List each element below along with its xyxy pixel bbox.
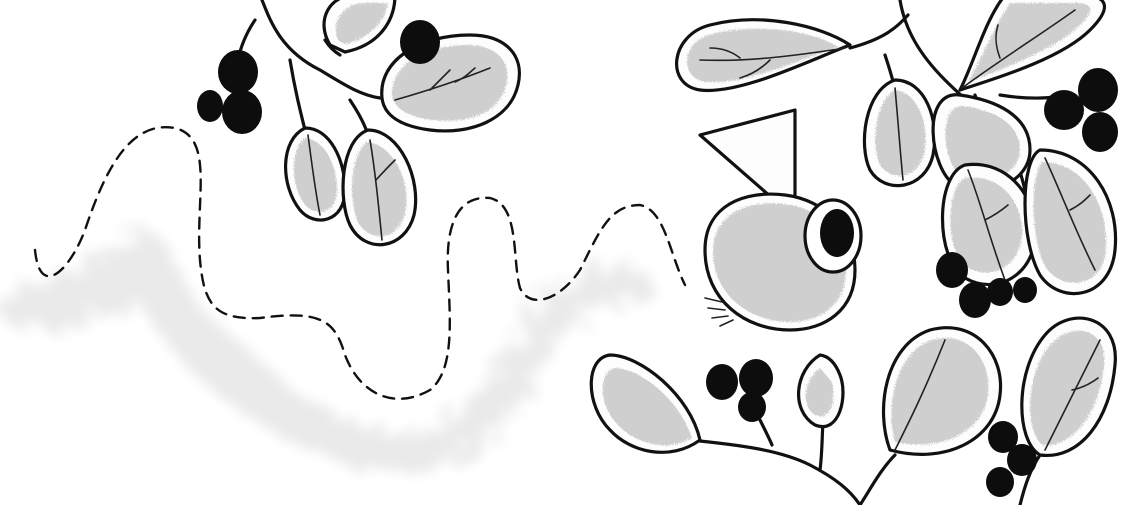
bird-eye: [803, 198, 863, 274]
berries-bottom: [706, 359, 1037, 497]
leaf-top-right-3: [958, 0, 1106, 92]
berries-top-left: [197, 20, 440, 134]
leaf-top-left-4: [341, 128, 418, 247]
leaf-right-mid-1: [941, 162, 1037, 287]
bird-beak: [698, 108, 797, 220]
flight-path: [33, 125, 687, 400]
leaf-top-left-1: [322, 0, 397, 54]
bird: [698, 108, 863, 332]
leaf-top-left-3: [283, 126, 347, 222]
leaf-bottom-1: [589, 353, 702, 454]
berries-right: [936, 68, 1118, 318]
top-left-branch: [236, 0, 382, 137]
leaf-bottom-4: [1020, 316, 1117, 457]
dust-cloud: [0, 231, 650, 475]
leaf-right-mid-2: [1023, 148, 1118, 296]
leaf-bottom-3: [881, 326, 1003, 456]
bottom-branch: [688, 418, 1042, 505]
leaf-top-right-2: [862, 78, 937, 188]
leaf-top-right-1: [675, 18, 852, 93]
leaf-bottom-2: [797, 353, 845, 429]
